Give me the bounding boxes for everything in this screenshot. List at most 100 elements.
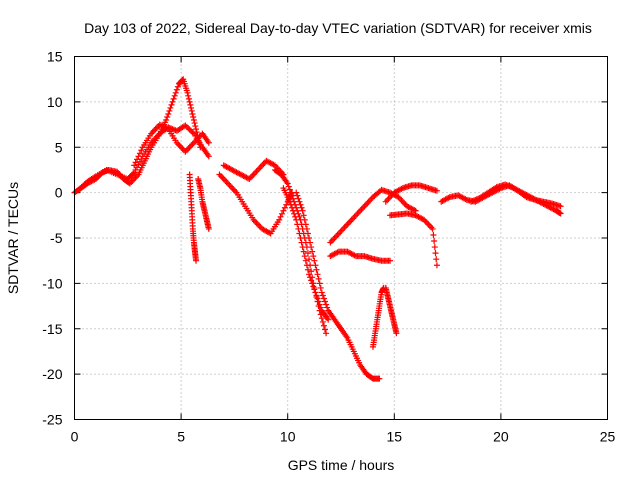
data-point — [186, 126, 193, 133]
data-point — [290, 207, 297, 214]
data-point — [174, 83, 181, 90]
data-point — [432, 250, 439, 257]
data-point — [306, 235, 313, 241]
y-tick-label: -25 — [42, 412, 62, 428]
data-point — [281, 204, 288, 211]
data-point — [300, 212, 307, 219]
data-point — [320, 295, 327, 302]
series-arc-late-5 — [280, 185, 332, 323]
y-tick-label: 10 — [47, 94, 63, 110]
data-point — [311, 286, 318, 293]
data-point — [312, 289, 319, 296]
data-point — [387, 257, 394, 264]
data-point — [302, 257, 309, 264]
y-tick-label: 0 — [55, 185, 63, 201]
x-tick-label: 25 — [600, 429, 616, 445]
data-point — [310, 283, 317, 290]
data-point — [293, 216, 300, 223]
series-arc-late-10 — [382, 284, 400, 337]
data-point — [306, 256, 313, 263]
data-point — [433, 256, 440, 263]
data-point — [310, 253, 317, 260]
data-point — [297, 235, 304, 241]
data-point — [136, 150, 143, 157]
data-point — [393, 330, 400, 337]
data-point — [309, 280, 316, 287]
data-point — [306, 271, 313, 278]
data-point — [317, 304, 324, 311]
grid — [74, 56, 608, 420]
series-arc-late-8 — [382, 182, 440, 205]
data-point — [300, 248, 307, 255]
data-point — [297, 201, 304, 208]
data-point — [189, 129, 196, 136]
series-arc-late-6 — [327, 248, 394, 264]
data-point — [322, 326, 329, 333]
data-point — [170, 95, 177, 102]
data-point — [205, 139, 212, 146]
data-point — [313, 266, 320, 273]
data-point — [304, 266, 311, 273]
data-point — [323, 330, 330, 337]
data-point — [287, 189, 294, 196]
data-point — [325, 316, 332, 323]
data-point — [557, 210, 564, 217]
chart-title: Day 103 of 2022, Sidereal Day-to-day VTE… — [84, 20, 592, 36]
data-point — [431, 238, 438, 245]
x-tick-label: 15 — [387, 429, 403, 445]
data-point — [285, 183, 292, 190]
data-point — [296, 198, 303, 205]
data-point — [167, 104, 174, 111]
y-tick-label: -10 — [42, 275, 62, 291]
y-tick-label: 15 — [47, 49, 63, 65]
data-point — [169, 98, 176, 105]
data-point — [301, 253, 308, 260]
data-point — [291, 210, 298, 217]
data-point — [294, 221, 301, 228]
data-point — [311, 257, 318, 264]
data-point — [183, 123, 190, 130]
series-arc-evening-2 — [468, 181, 564, 217]
data-point — [299, 244, 306, 251]
data-point — [172, 89, 179, 96]
data-point — [284, 180, 291, 187]
data-point — [193, 257, 200, 264]
data-point — [205, 225, 212, 232]
data-point — [429, 225, 436, 232]
x-axis-title: GPS time / hours — [288, 457, 395, 473]
data-point — [430, 231, 437, 238]
data-point — [304, 230, 311, 237]
data-point — [205, 153, 212, 160]
data-point — [294, 192, 301, 199]
data-point — [319, 292, 326, 299]
data-point — [132, 159, 139, 166]
data-point — [193, 126, 200, 133]
y-tick-label: -20 — [42, 366, 62, 382]
data-point — [293, 189, 300, 196]
data-point — [287, 201, 294, 208]
data-point — [280, 207, 287, 214]
data-point — [303, 225, 310, 232]
data-point — [318, 315, 325, 322]
data-point — [163, 117, 170, 124]
data-point — [316, 301, 323, 308]
series-arc-late-1 — [216, 171, 295, 237]
data-point — [314, 295, 321, 302]
data-point — [173, 86, 180, 93]
data-point — [292, 213, 299, 220]
data-point — [187, 101, 194, 108]
data-point — [433, 262, 440, 269]
y-tick-label: -5 — [50, 230, 63, 246]
series-arc-late-7 — [327, 186, 419, 246]
data-point — [190, 114, 197, 120]
x-tick-label: 0 — [71, 429, 79, 445]
data-point — [312, 262, 319, 269]
data-point — [192, 123, 199, 130]
series-arc-main-early-b — [75, 122, 212, 193]
data-point — [290, 195, 297, 202]
data-point — [304, 250, 311, 257]
series-arc-late-4 — [293, 189, 383, 382]
data-point — [296, 230, 303, 237]
data-point — [166, 107, 173, 114]
data-point — [298, 204, 305, 211]
